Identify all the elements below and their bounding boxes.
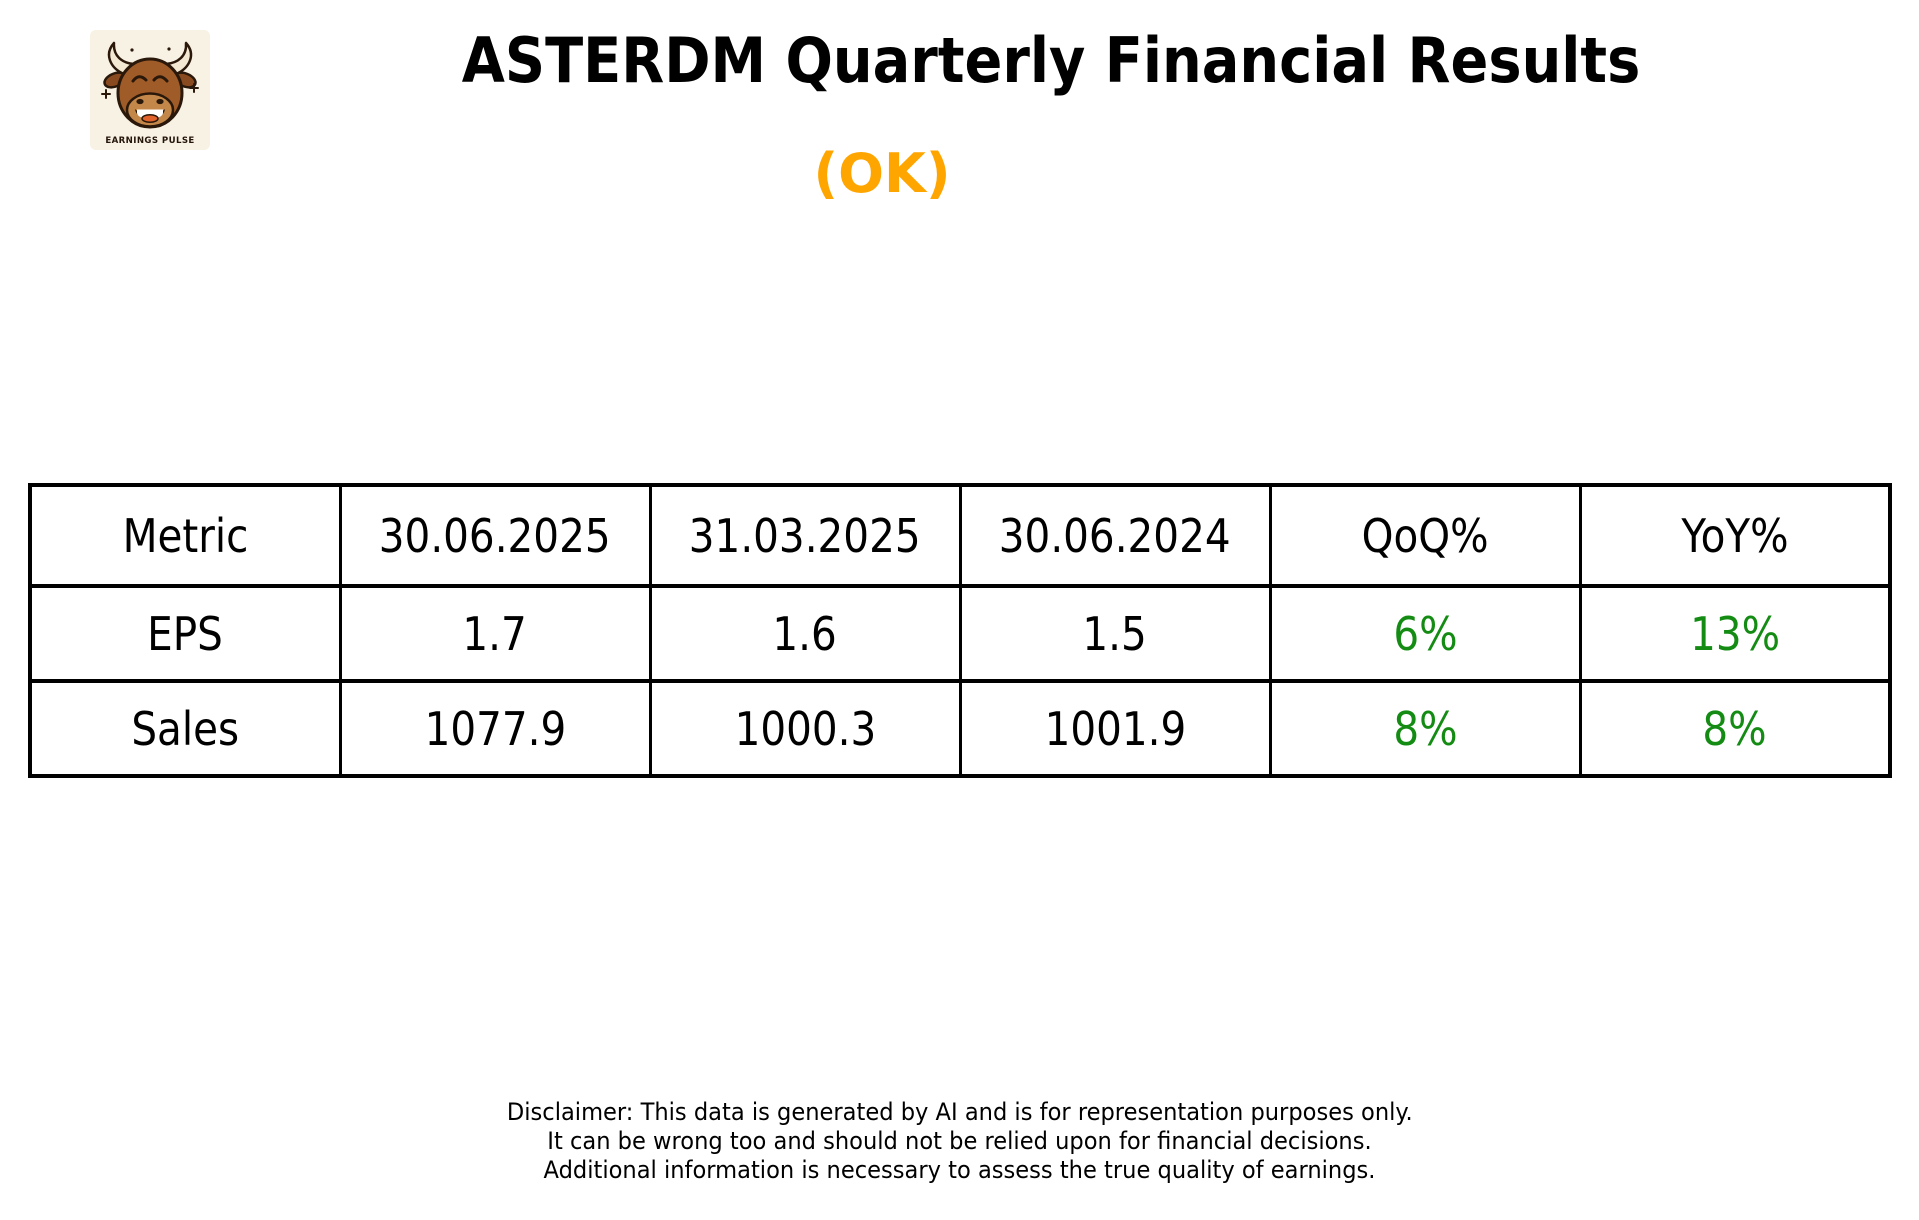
verdict-badge: (OK) — [813, 142, 951, 205]
disclaimer: Disclaimer: This data is generated by AI… — [0, 1098, 1919, 1185]
bull-icon: EARNINGS PULSE — [90, 30, 210, 150]
column-header-metric: Metric — [28, 483, 342, 588]
disclaimer-line: It can be wrong too and should not be re… — [547, 1127, 1372, 1155]
cell-sales-metric: Sales — [28, 679, 342, 778]
earnings-pulse-logo: EARNINGS PULSE — [90, 30, 210, 150]
cell-eps-qoq: 6% — [1268, 584, 1582, 683]
page-title: ASTERDM Quarterly Financial Results — [396, 28, 1706, 93]
table-row-eps: EPS 1.7 1.6 1.5 6% 13% — [28, 584, 1892, 683]
page-title-text: ASTERDM Quarterly Financial Results — [461, 24, 1641, 97]
cell-eps-metric: EPS — [28, 584, 342, 683]
cell-eps-previous: 1.6 — [648, 584, 962, 683]
table-row-sales: Sales 1077.9 1000.3 1001.9 8% 8% — [28, 679, 1892, 778]
column-header-q-previous: 31.03.2025 — [648, 483, 962, 588]
logo-brand-text: EARNINGS PULSE — [105, 136, 194, 146]
cell-eps-latest: 1.7 — [338, 584, 652, 683]
results-table-container: Metric 30.06.2025 31.03.2025 30.06.2024 … — [28, 483, 1892, 778]
column-header-q-yearago: 30.06.2024 — [958, 483, 1272, 588]
cell-sales-yoy: 8% — [1578, 679, 1892, 778]
results-table: Metric 30.06.2025 31.03.2025 30.06.2024 … — [28, 483, 1892, 778]
cell-eps-yoy: 13% — [1578, 584, 1892, 683]
column-header-yoy: YoY% — [1578, 483, 1892, 588]
cell-sales-latest: 1077.9 — [338, 679, 652, 778]
cell-sales-previous: 1000.3 — [648, 679, 962, 778]
cell-sales-yearago: 1001.9 — [958, 679, 1272, 778]
column-header-q-latest: 30.06.2025 — [338, 483, 652, 588]
disclaimer-line: Disclaimer: This data is generated by AI… — [506, 1098, 1413, 1126]
disclaimer-line: Additional information is necessary to a… — [543, 1156, 1376, 1184]
header-row: Metric 30.06.2025 31.03.2025 30.06.2024 … — [28, 483, 1892, 588]
cell-sales-qoq: 8% — [1268, 679, 1582, 778]
cell-eps-yearago: 1.5 — [958, 584, 1272, 683]
column-header-qoq: QoQ% — [1268, 483, 1582, 588]
